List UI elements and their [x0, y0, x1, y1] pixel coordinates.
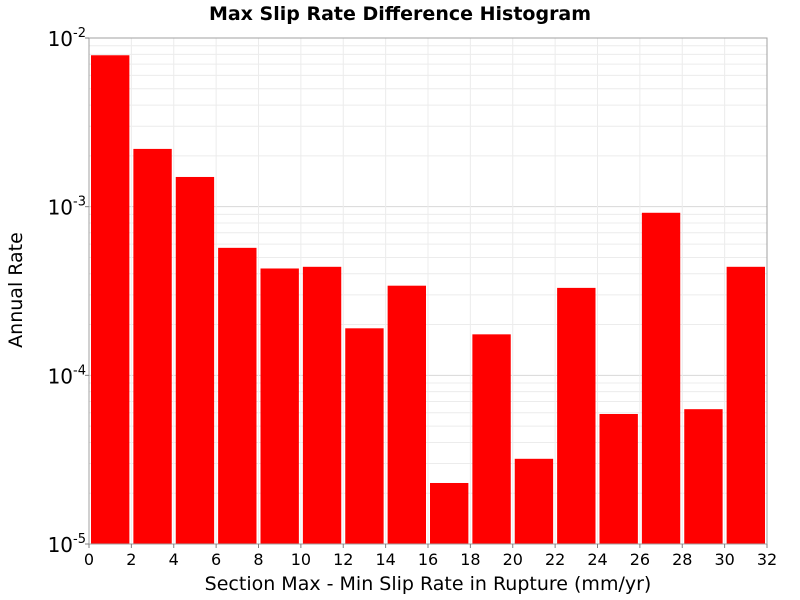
bars — [91, 55, 765, 544]
x-tick-label: 30 — [714, 550, 734, 569]
histogram-bar — [726, 266, 765, 544]
x-axis-ticks: 0 2 4 6 8 10 12 14 16 18 20 22 24 26 28 30 32 — [84, 544, 777, 569]
x-tick-label: 8 — [253, 550, 263, 569]
histogram-bar — [557, 287, 596, 544]
histogram-bar — [133, 148, 172, 544]
y-tick-base: 10 — [48, 533, 73, 557]
x-tick-label: 10 — [291, 550, 311, 569]
x-tick-label: 4 — [169, 550, 179, 569]
x-tick-label: 14 — [375, 550, 395, 569]
y-tick-label: 10-2 — [48, 26, 86, 51]
y-tick-label: 10-4 — [48, 363, 86, 388]
histogram-bar — [175, 176, 215, 544]
y-tick-exponent: -4 — [73, 363, 86, 378]
histogram-bar — [599, 413, 638, 544]
x-tick-label: 18 — [460, 550, 480, 569]
y-tick-base: 10 — [48, 196, 73, 220]
histogram-bar — [514, 458, 554, 544]
histogram-bar — [472, 334, 511, 544]
y-tick-base: 10 — [48, 27, 73, 51]
histogram-bar — [430, 482, 469, 544]
x-tick-label: 28 — [672, 550, 692, 569]
y-tick-label: 10-3 — [48, 195, 86, 220]
x-tick-label: 24 — [587, 550, 607, 569]
histogram-bar — [345, 328, 384, 544]
histogram-bar — [302, 266, 342, 544]
histogram-bar — [387, 285, 426, 544]
y-axis-label: Annual Rate — [5, 232, 27, 348]
histogram-bar — [684, 409, 723, 544]
histogram-bar — [641, 212, 681, 544]
x-tick-label: 0 — [84, 550, 94, 569]
y-tick-exponent: -2 — [73, 26, 86, 41]
y-tick-exponent: -5 — [73, 532, 86, 547]
chart-title: Max Slip Rate Difference Histogram — [209, 3, 591, 25]
y-tick-label: 10-5 — [48, 532, 86, 557]
x-tick-label: 12 — [333, 550, 353, 569]
histogram-bar — [91, 55, 130, 544]
x-tick-label: 22 — [545, 550, 565, 569]
histogram-bar — [218, 247, 257, 544]
x-tick-label: 2 — [126, 550, 136, 569]
x-tick-label: 20 — [503, 550, 523, 569]
x-tick-label: 16 — [418, 550, 438, 569]
y-tick-exponent: -3 — [73, 195, 86, 210]
histogram-bar — [260, 268, 299, 544]
y-tick-base: 10 — [48, 364, 73, 388]
x-axis-label: Section Max - Min Slip Rate in Rupture (… — [205, 573, 652, 595]
x-tick-label: 32 — [757, 550, 777, 569]
x-tick-label: 6 — [211, 550, 221, 569]
y-axis-ticks: 10-510-410-310-2 — [48, 26, 89, 557]
x-tick-label: 26 — [630, 550, 650, 569]
